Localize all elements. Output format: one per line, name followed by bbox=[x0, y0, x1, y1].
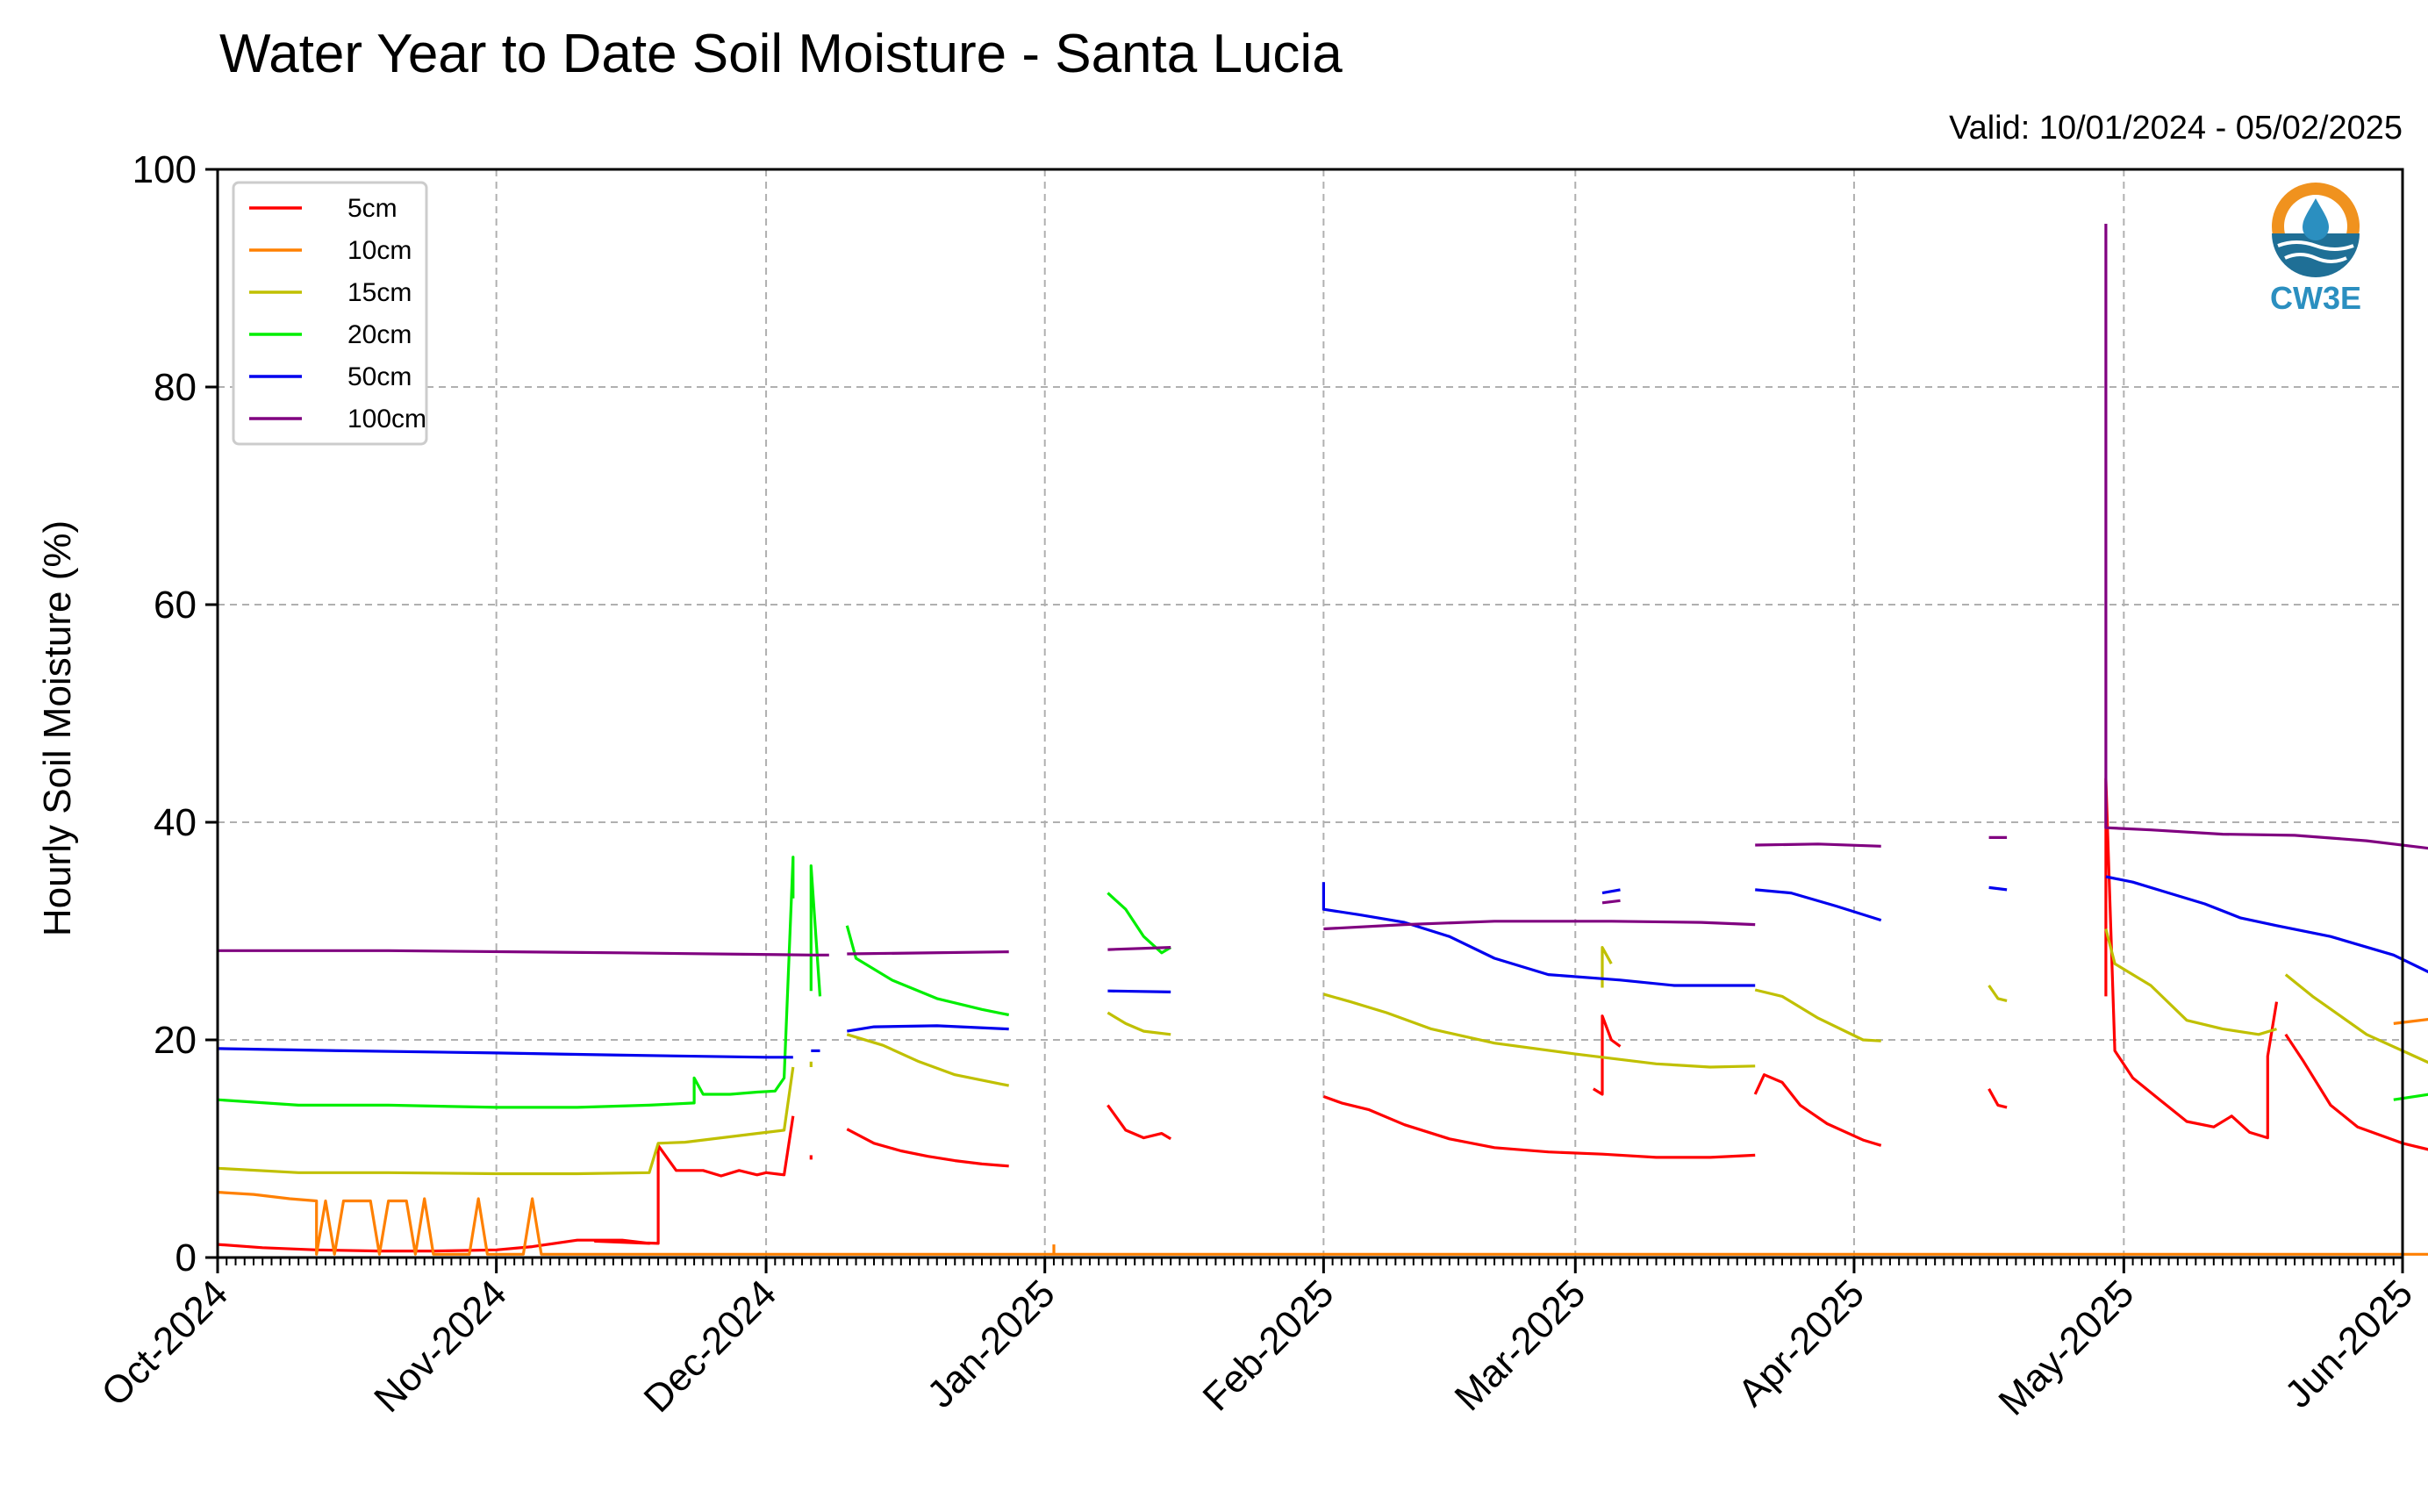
series-line-5cm bbox=[1988, 1088, 2008, 1109]
legend-label-50cm: 50cm bbox=[347, 362, 412, 391]
logo-wave-line-2 bbox=[2284, 253, 2347, 263]
droplet-icon bbox=[2303, 198, 2329, 240]
series-line-10cm bbox=[217, 1191, 2428, 1256]
series-line-15cm bbox=[1988, 985, 2008, 1002]
series-line-15cm bbox=[1754, 988, 1881, 1043]
logo-wave-line-1 bbox=[2277, 240, 2354, 251]
series-line-100cm bbox=[218, 949, 829, 957]
y-tick-label: 80 bbox=[154, 366, 197, 409]
cw3e-logo: CW3E bbox=[2270, 183, 2361, 316]
y-tick-labels: 0 20 40 60 80 100 bbox=[133, 148, 197, 1279]
legend-label-100cm: 100cm bbox=[347, 405, 426, 434]
legend-label-15cm: 15cm bbox=[347, 278, 412, 307]
series-line-20cm bbox=[809, 863, 822, 997]
series-line-50cm bbox=[1988, 885, 2008, 892]
series-line-5cm bbox=[1322, 1094, 1756, 1159]
y-tick-label: 0 bbox=[175, 1236, 197, 1279]
legend-label-20cm: 20cm bbox=[347, 320, 412, 349]
series-line-50cm bbox=[847, 1024, 1009, 1033]
series-line-5cm bbox=[846, 1128, 1009, 1168]
legend: 5cm 10cm 15cm 20cm 50cm 100cm bbox=[232, 181, 428, 446]
series-line-100cm bbox=[1601, 899, 1621, 905]
axes bbox=[205, 168, 2404, 1273]
y-axis-label: Hourly Soil Moisture (%) bbox=[36, 520, 79, 936]
series-line-20cm bbox=[1107, 892, 1172, 955]
series-line-5cm bbox=[2284, 1033, 2428, 1151]
series-lines bbox=[217, 224, 2428, 1256]
legend-label-5cm: 5cm bbox=[347, 194, 398, 223]
logo-wave-band bbox=[2272, 233, 2360, 277]
y-tick-label: 20 bbox=[154, 1019, 197, 1062]
chart-title: Water Year to Date Soil Moisture - Santa… bbox=[219, 24, 1343, 84]
series-line-15cm bbox=[1322, 992, 1756, 1069]
series-line-5cm bbox=[1107, 1104, 1172, 1141]
series-line-100cm bbox=[847, 950, 1009, 956]
series-line-15cm bbox=[2104, 928, 2277, 1036]
series-5cm bbox=[217, 777, 2428, 1253]
series-line-50cm bbox=[1755, 888, 1882, 922]
series-line-5cm bbox=[1592, 1014, 1622, 1096]
y-tick-label: 60 bbox=[154, 584, 197, 627]
series-15cm bbox=[217, 928, 2428, 1176]
series-line-15cm bbox=[2284, 973, 2428, 1064]
series-50cm bbox=[217, 875, 2428, 1059]
series-line-15cm bbox=[217, 1066, 795, 1176]
series-line-50cm bbox=[217, 1047, 793, 1059]
series-line-50cm bbox=[1321, 882, 1756, 987]
series-line-5cm bbox=[2104, 777, 2279, 1140]
logo-text: CW3E bbox=[2270, 280, 2361, 316]
series-line-50cm bbox=[1107, 989, 1171, 993]
plot-frame bbox=[216, 168, 2404, 1259]
series-line-100cm bbox=[2104, 224, 2428, 850]
grid bbox=[218, 169, 2403, 1258]
series-line-100cm bbox=[1755, 842, 1881, 848]
series-line-15cm bbox=[1107, 1011, 1171, 1036]
series-line-100cm bbox=[1323, 920, 1756, 931]
series-100cm bbox=[218, 224, 2428, 957]
legend-label-10cm: 10cm bbox=[347, 236, 412, 265]
y-tick-label: 40 bbox=[154, 801, 197, 844]
chart-subtitle: Valid: 10/01/2024 - 05/02/2025 bbox=[1949, 110, 2403, 147]
series-line-20cm bbox=[217, 856, 795, 1109]
series-line-5cm bbox=[1753, 1073, 1882, 1147]
series-line-15cm bbox=[846, 1033, 1010, 1087]
legend-box bbox=[232, 181, 428, 446]
y-tick-label: 100 bbox=[133, 148, 197, 191]
series-line-5cm bbox=[217, 1115, 795, 1253]
series-line-100cm bbox=[1107, 946, 1171, 951]
series-line-15cm bbox=[1601, 945, 1613, 988]
series-10cm bbox=[217, 1018, 2428, 1256]
series-line-50cm bbox=[1601, 888, 1621, 895]
series-line-50cm bbox=[2105, 875, 2428, 974]
